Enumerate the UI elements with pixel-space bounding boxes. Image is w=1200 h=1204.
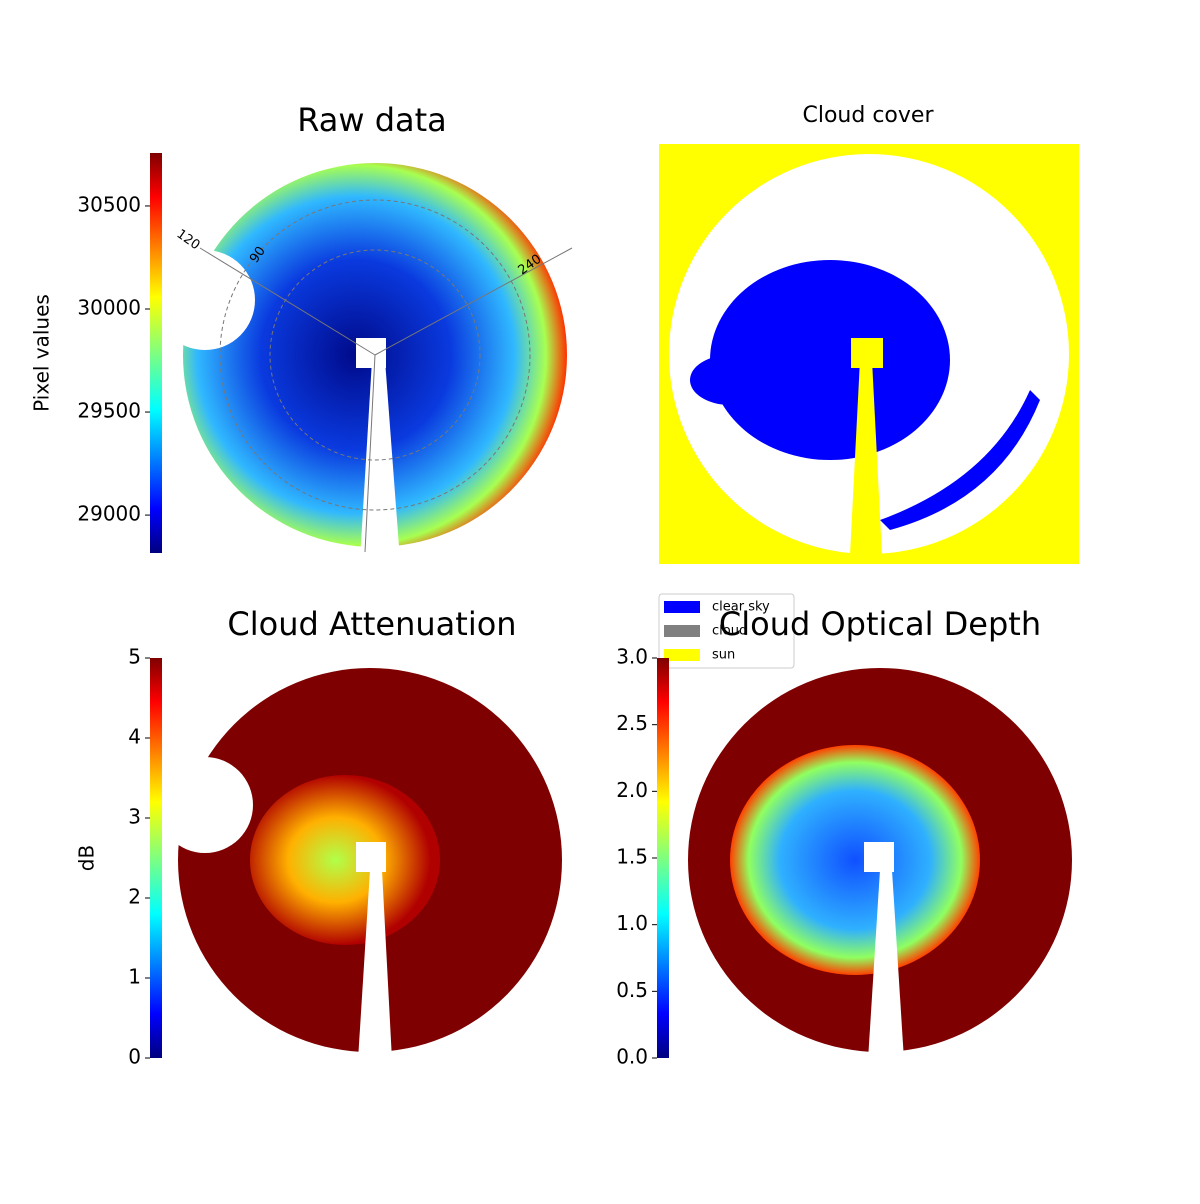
colorbar-label: dB <box>75 845 99 871</box>
colorbar-tick-label: 0.5 <box>616 978 648 1002</box>
colorbar-tick-label: 0.0 <box>616 1045 648 1069</box>
colorbar-tick-label: 1.0 <box>616 911 648 935</box>
cloud-cover-image <box>659 144 1079 564</box>
colorbar-tick-label: 2.0 <box>616 778 648 802</box>
colorbar-label: Pixel values <box>30 294 54 412</box>
raw-image <box>155 163 573 560</box>
colorbar-tick-label: 29000 <box>77 502 141 526</box>
legend-swatch <box>664 601 700 613</box>
colorbar-tick-label: 2.5 <box>616 711 648 735</box>
panel-title: Cloud Optical Depth <box>719 605 1041 643</box>
panel-title: Raw data <box>297 101 447 139</box>
colorbar-tick-label: 5 <box>128 645 141 669</box>
legend-swatch <box>664 625 700 637</box>
colorbar-tick-label: 3 <box>128 805 141 829</box>
polar-label: 120 <box>174 227 203 254</box>
colorbar-tick-label: 1.5 <box>616 845 648 869</box>
colorbar-tick-label: 30500 <box>77 192 141 216</box>
colorbar-tick-label: 0 <box>128 1045 141 1069</box>
colorbar-tick-label: 2 <box>128 885 141 909</box>
legend-label: clear sky <box>712 600 770 615</box>
colorbar <box>150 153 162 553</box>
panel-title: Cloud Attenuation <box>227 605 516 643</box>
colorbar-tick-label: 3.0 <box>616 645 648 669</box>
legend-swatch <box>664 649 700 661</box>
colorbar-tick-label: 29500 <box>77 399 141 423</box>
attenuation-image <box>157 668 562 1060</box>
legend-label: cloud <box>712 624 747 639</box>
colorbar-tick-label: 30000 <box>77 296 141 320</box>
colorbar-tick-label: 4 <box>128 725 141 749</box>
optical-depth-image <box>688 668 1072 1060</box>
colorbar-tick-label: 1 <box>128 965 141 989</box>
colorbar <box>657 658 669 1058</box>
colorbar <box>150 658 162 1058</box>
legend-label: sun <box>712 648 735 663</box>
panel-title: Cloud cover <box>803 103 935 128</box>
